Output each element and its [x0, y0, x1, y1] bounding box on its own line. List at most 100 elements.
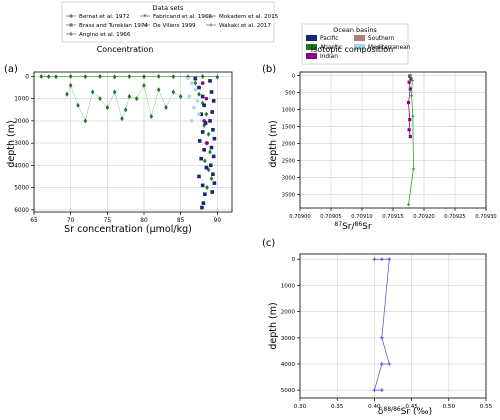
panel-a-ytick-label: 6000 [14, 208, 29, 214]
panel-c-ytick-label: 4000 [281, 362, 296, 368]
panel-a-point-mediterranean [186, 76, 190, 81]
datasets-legend-box [61, 1, 275, 43]
legend-label: Angino et al. 1966 [79, 32, 131, 38]
panel-a-xtick-label: 90 [214, 218, 222, 224]
panel-a-point-atlantic [123, 107, 128, 113]
panel-a-point-pacific [212, 136, 217, 141]
panel-a-point-pacific [211, 127, 215, 132]
datasets-legend-title: Data sets [153, 4, 185, 12]
panel-a-point-atlantic [98, 96, 102, 102]
panel-b-ytick-label: 500 [285, 90, 295, 96]
basin-label: Mediterranean [368, 45, 411, 51]
basin-swatch [306, 53, 317, 59]
panel-c-xtick-label: 0.45 [405, 404, 418, 410]
panel-b-line-indian [408, 75, 412, 137]
panel-a-ytick-label: 5000 [14, 186, 29, 192]
chart-panel-c: δ88/86Sr (‰) depth (m) 0.30 0.35 0.40 0.45 0… [268, 253, 493, 417]
panel-a-point-atlantic [68, 82, 73, 88]
basins-legend-title: Ocean basins [333, 26, 377, 34]
panel-a-point-pacific [211, 99, 216, 103]
panel-a-ytick-label: 0 [25, 74, 29, 80]
basins-legend-entries: Pacific Southern Atlantic Mediterranean Indi… [306, 35, 411, 60]
panel-a-frame [33, 71, 233, 213]
panel-a-point-atlantic [149, 113, 154, 119]
legend-marker-tri [209, 14, 213, 18]
panel-b-ytick-label: 1500 [282, 124, 295, 130]
panel-c-xtick-label: 0.50 [443, 404, 456, 410]
panel-a-point-atlantic [164, 105, 168, 111]
panel-a-point-pacific [200, 183, 205, 188]
panel-c-xtick-label: 0.55 [480, 404, 493, 410]
panel-c-ytick-label: 0 [291, 257, 295, 263]
panel-a-point-mediterranean [195, 99, 200, 103]
panel-a-point-atlantic [208, 149, 212, 155]
basin-label: Atlantic [320, 45, 342, 51]
legend-marker-diamond [69, 31, 73, 37]
panel-a-xtick-label: 65 [30, 218, 38, 224]
panel-a-point-atlantic [178, 93, 183, 99]
panel-c-point [380, 362, 384, 366]
panel-b-ytick-label: 0 [292, 73, 295, 79]
panel-a-point-pacific [202, 147, 206, 152]
panel-a-point-pacific [210, 110, 214, 114]
panel-a-point-atlantic [83, 118, 88, 124]
panel-c-point [387, 257, 392, 262]
panel-a-ytick-label: 1000 [14, 97, 29, 103]
panel-a-point-mediterranean [187, 94, 192, 99]
panel-a-point-pacific [212, 181, 217, 185]
panel-label-c: (c) [262, 238, 275, 249]
panel-c-ylabel: depth (m) [268, 302, 279, 349]
panel-b-point-indian [408, 135, 412, 139]
legend-marker-circle [69, 14, 73, 18]
panel-c-xtick-label: 0.30 [294, 404, 307, 410]
panel-b-xtick-label: 0.70930 [475, 214, 496, 220]
panel-a-point-atlantic [197, 91, 201, 97]
legend-label: Mokadem et al. 2015 [219, 14, 279, 20]
panel-a-point-pacific [197, 139, 202, 143]
chart-panel-b: 87Sr/86Sr depth (m) 0.70900 0.70905 0.7091… [268, 71, 497, 232]
panel-a-point-pacific [209, 145, 214, 150]
panel-label-a: (a) [4, 64, 18, 75]
panel-a-point-pacific [201, 201, 206, 205]
panel-a-point-atlantic [39, 73, 44, 79]
panel-a-point-pacific [203, 121, 208, 125]
panel-a-point-atlantic [200, 73, 205, 79]
legend-label: Wakaki et al. 2017 [219, 23, 271, 29]
panel-b-point-indian [407, 80, 411, 84]
basin-label: Indian [320, 54, 338, 60]
panel-a-point-atlantic [142, 82, 146, 88]
panel-a-point-pacific [209, 90, 214, 94]
panel-c-ytick-label: 2000 [281, 310, 296, 316]
panel-b-xlabel: 87Sr/86Sr [334, 221, 371, 232]
panel-a-point-atlantic [204, 111, 209, 117]
basin-label: Pacific [320, 36, 338, 42]
panel-a-profile-line [66, 84, 181, 122]
panel-a-point-pacific [208, 163, 213, 168]
panel-b-xtick-label: 0.70905 [320, 214, 341, 220]
basin-swatch [306, 35, 317, 41]
panel-b-ylabel: depth (m) [268, 120, 279, 167]
legend-label: Bernat et al. 1972 [79, 14, 130, 20]
legend-marker-triangle-up [143, 23, 147, 27]
panel-b-ytick-label: 1000 [282, 107, 295, 113]
panel-a-xtick-label: 70 [67, 218, 75, 224]
panel-c-xtick-label: 0.40 [368, 404, 381, 410]
panel-a-xtick-label: 75 [104, 218, 112, 224]
panel-a-point-atlantic [46, 74, 51, 80]
panel-a-point-atlantic [206, 131, 211, 137]
panel-b-point-indian [407, 128, 411, 132]
panel-a-ytick-label: 4000 [14, 163, 29, 169]
panel-b-point-atlantic [411, 167, 416, 171]
panel-a-point-pacific [200, 94, 205, 99]
heading-isotopic: Isotopic composition [311, 45, 393, 54]
panel-a-point-mediterranean [197, 112, 201, 117]
panel-a-point-atlantic [171, 74, 176, 80]
panel-c-point [372, 388, 377, 392]
panel-b-xtick-label: 0.70920 [413, 214, 434, 220]
panel-b-point-atlantic [410, 94, 414, 98]
basin-label: Southern [368, 36, 395, 42]
panel-a-point-atlantic [127, 93, 132, 99]
panel-a-point-atlantic [215, 74, 220, 80]
panel-a-point-atlantic [206, 167, 211, 173]
panel-c-point [380, 335, 384, 340]
